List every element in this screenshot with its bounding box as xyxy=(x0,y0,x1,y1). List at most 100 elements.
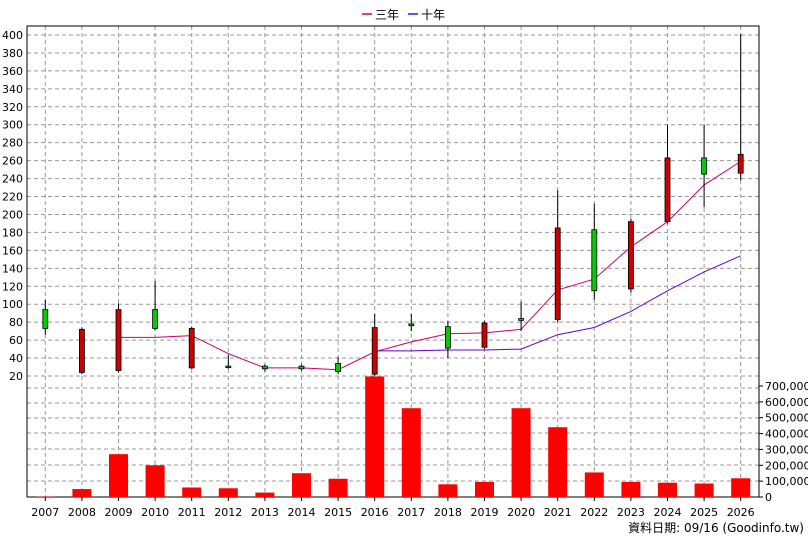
price-tick-label: 80 xyxy=(9,316,23,329)
candle-body xyxy=(591,229,598,292)
candle xyxy=(225,354,232,369)
volume-bar xyxy=(438,484,458,497)
candle xyxy=(444,321,451,359)
price-tick-label: 40 xyxy=(9,352,23,365)
year-tick-label: 2017 xyxy=(397,506,425,519)
candle-body xyxy=(628,221,634,290)
candle-body xyxy=(444,326,451,349)
candle-body xyxy=(152,309,159,329)
volume-bar xyxy=(72,489,92,497)
volume-tick-label: 400,000 xyxy=(765,428,808,441)
volume-bar xyxy=(109,454,128,497)
candle-body xyxy=(481,322,488,348)
candle xyxy=(261,364,268,372)
volume-bar xyxy=(694,483,714,497)
volume-bar xyxy=(255,492,275,497)
price-tick-label: 100 xyxy=(2,298,23,311)
volume-bar xyxy=(182,487,202,497)
legend-label: 三年 xyxy=(375,8,399,22)
candle-body xyxy=(701,157,707,175)
year-tick-label: 2012 xyxy=(214,506,242,519)
candle xyxy=(335,357,342,375)
year-tick-label: 2013 xyxy=(251,506,279,519)
year-tick-label: 2021 xyxy=(544,506,572,519)
volume-bar xyxy=(511,408,531,497)
moving-average-lines xyxy=(118,161,741,371)
year-tick-label: 2016 xyxy=(361,506,389,519)
candle xyxy=(554,190,561,323)
volume-tick-label: 100,000 xyxy=(765,475,808,488)
price-tick-label: 60 xyxy=(9,334,23,347)
price-tick-label: 380 xyxy=(2,47,23,60)
year-tick-label: 2025 xyxy=(690,506,718,519)
candle-body xyxy=(518,318,524,321)
year-tick-label: 2020 xyxy=(507,506,535,519)
candle-body xyxy=(79,328,85,373)
year-tick-label: 2008 xyxy=(68,506,96,519)
year-tick-label: 2022 xyxy=(580,506,608,519)
year-tick-label: 2026 xyxy=(727,506,755,519)
price-tick-label: 220 xyxy=(2,191,23,204)
candle-body xyxy=(115,309,122,372)
volume-bar xyxy=(548,427,568,497)
year-tick-label: 2007 xyxy=(31,506,59,519)
candle xyxy=(591,203,598,300)
candle-body xyxy=(554,227,561,320)
candle-body xyxy=(335,363,342,372)
candle-body xyxy=(664,157,671,223)
volume-bar xyxy=(401,408,421,497)
year-tick-label: 2024 xyxy=(654,506,682,519)
candle-body xyxy=(298,365,305,370)
candle-body xyxy=(737,153,744,174)
volume-bar xyxy=(218,488,238,497)
price-tick-label: 120 xyxy=(2,280,23,293)
candle xyxy=(737,34,744,181)
price-tick-label: 400 xyxy=(2,29,23,42)
candle-body xyxy=(371,327,378,375)
year-tick-label: 2023 xyxy=(617,506,645,519)
volume-tick-label: 0 xyxy=(765,491,772,504)
candle xyxy=(188,326,195,369)
ma-line-十年 xyxy=(374,255,741,352)
candle xyxy=(628,218,634,293)
candle-body xyxy=(225,365,232,369)
price-tick-label: 260 xyxy=(2,155,23,168)
candle xyxy=(371,314,378,376)
legend: 三年 十年 xyxy=(362,8,445,22)
year-tick-label: 2015 xyxy=(324,506,352,519)
price-tick-label: 340 xyxy=(2,83,23,96)
price-tick-label: 200 xyxy=(2,208,23,221)
year-tick-label: 2009 xyxy=(105,506,133,519)
volume-bar xyxy=(658,482,677,497)
candle xyxy=(298,364,305,371)
grid xyxy=(27,26,759,497)
price-tick-label: 360 xyxy=(2,65,23,78)
candle xyxy=(79,327,85,375)
volume-bar xyxy=(475,481,494,497)
volume-bar xyxy=(292,473,311,497)
price-tick-label: 280 xyxy=(2,137,23,150)
candle xyxy=(115,303,122,373)
volume-tick-label: 300,000 xyxy=(765,443,808,456)
price-tick-label: 20 xyxy=(9,370,23,383)
volume-bar xyxy=(584,472,604,497)
year-tick-label: 2019 xyxy=(471,506,499,519)
price-tick-label: 320 xyxy=(2,101,23,114)
candle-body xyxy=(42,309,49,329)
data-date-footer: 資料日期: 09/16 (Goodinfo.tw) xyxy=(628,521,804,535)
plot-frame xyxy=(26,25,760,498)
axes: 20 40 60 80 100 120 140 160 180 200 220 240 260 280 30… xyxy=(2,25,808,519)
volume-tick-label: 600,000 xyxy=(765,396,808,409)
price-tick-label: 300 xyxy=(2,119,23,132)
volume-bar xyxy=(145,465,165,497)
year-tick-label: 2014 xyxy=(288,506,316,519)
volume-bar xyxy=(621,481,641,497)
candle xyxy=(664,124,671,224)
price-tick-label: 180 xyxy=(2,226,23,239)
price-tick-label: 140 xyxy=(2,262,23,275)
candle xyxy=(408,314,415,332)
candle xyxy=(701,124,707,208)
candle xyxy=(152,280,159,331)
